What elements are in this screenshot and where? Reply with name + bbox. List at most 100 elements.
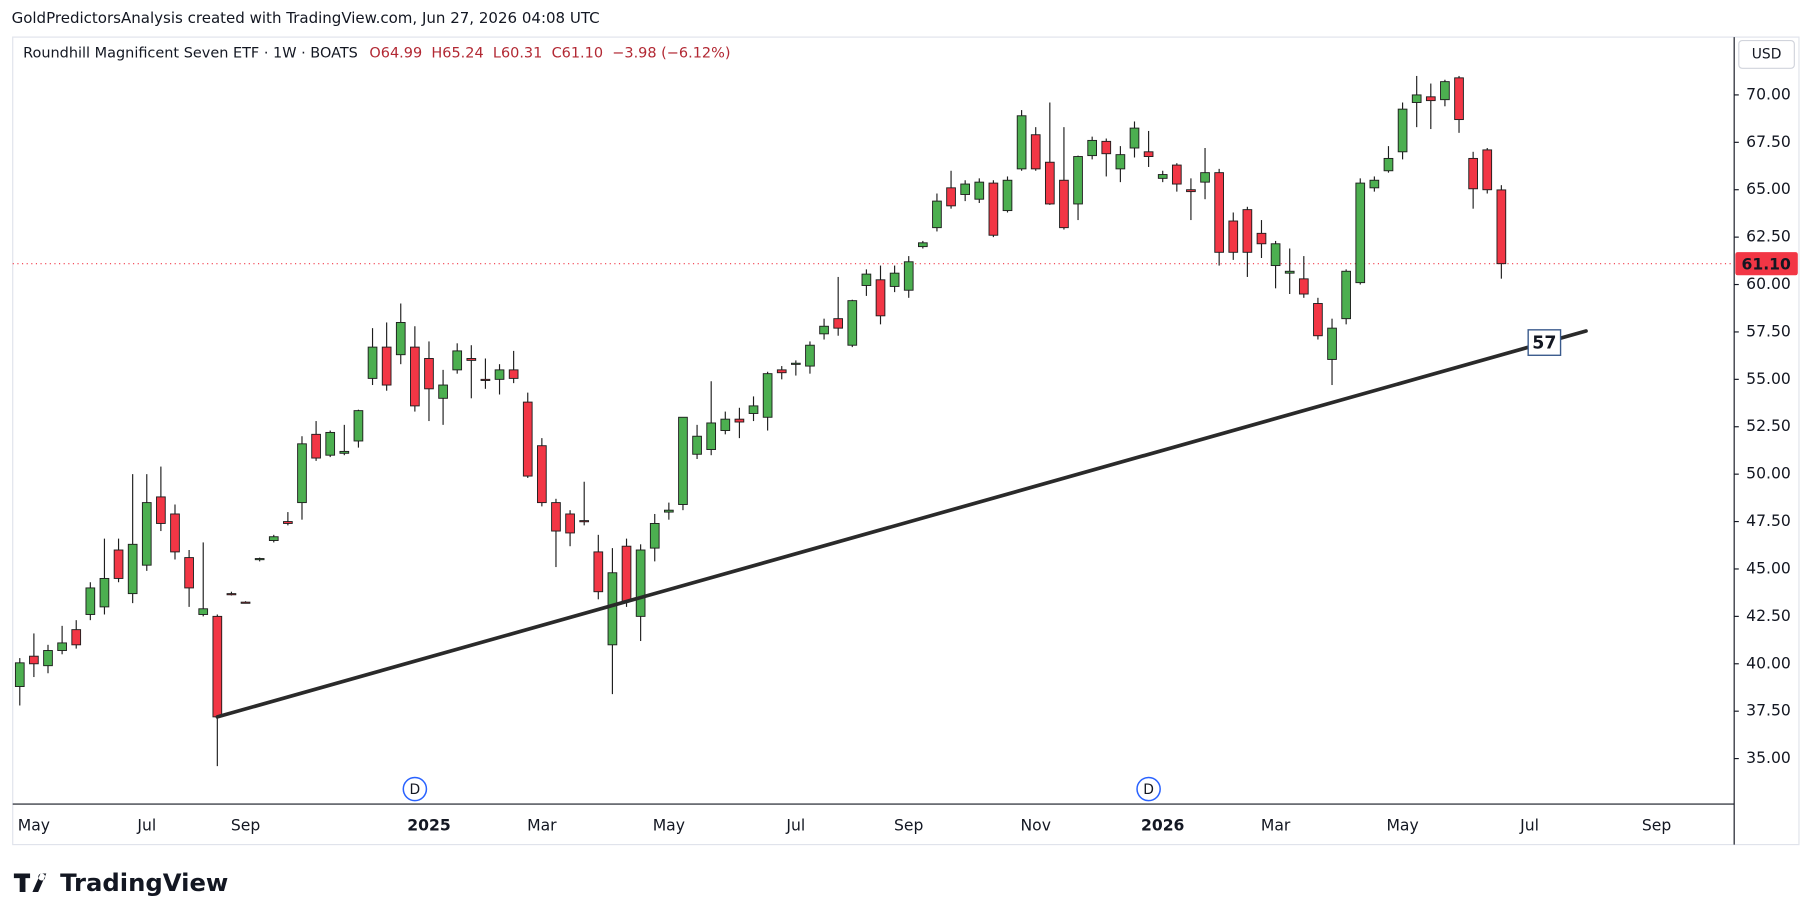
dividend-marker[interactable]	[1136, 776, 1161, 802]
y-tick-label: 45.00	[1746, 559, 1791, 577]
logo-text: TradingView	[60, 868, 228, 897]
candle-body	[283, 521, 293, 524]
last-price-tag	[1735, 252, 1798, 276]
candle-body	[917, 242, 928, 248]
candle-body	[43, 650, 53, 667]
candle-body	[85, 587, 96, 615]
candle-body	[508, 369, 519, 379]
candle-body	[381, 346, 392, 386]
y-tick-label: 42.50	[1746, 607, 1791, 625]
candle-body	[889, 272, 900, 287]
y-tick-label: 40.00	[1746, 654, 1791, 672]
candle-body	[1101, 140, 1112, 155]
candle-body	[1468, 157, 1478, 190]
candle-body	[706, 422, 717, 450]
candle-body	[156, 496, 166, 524]
candle-body	[29, 655, 39, 665]
candle-body	[903, 261, 914, 291]
candle-body	[311, 433, 321, 459]
y-tick-label: 67.50	[1746, 133, 1791, 151]
currency-box[interactable]	[1738, 39, 1795, 69]
candle-body	[14, 662, 25, 687]
x-tick-label: 2026	[1141, 817, 1185, 835]
candle-body	[593, 551, 604, 593]
candle-body	[649, 522, 660, 549]
candle-body	[1016, 115, 1027, 170]
last-price-label: 61.10	[1741, 255, 1791, 273]
candle-body	[1115, 154, 1126, 170]
candle-body	[565, 513, 575, 534]
candle-body	[1214, 172, 1224, 253]
candle-body	[1186, 189, 1196, 193]
candle-body	[861, 273, 872, 286]
candle-body	[988, 182, 999, 236]
candle-body	[1030, 134, 1041, 170]
candle-body	[537, 445, 547, 504]
candle-body	[875, 279, 886, 317]
x-tick-label: Nov	[1020, 817, 1050, 835]
low: L60.31	[493, 45, 542, 61]
x-tick-label: May	[653, 817, 685, 835]
candle-body	[170, 513, 180, 553]
chart-frame	[12, 36, 1800, 846]
watermark: GoldPredictorsAnalysis created with Trad…	[12, 9, 600, 27]
y-tick-label: 62.50	[1746, 228, 1791, 246]
candle-body	[367, 346, 378, 379]
candle-body	[1411, 94, 1422, 103]
candle-body	[1044, 161, 1055, 205]
candle-body	[184, 557, 194, 589]
candle-body	[635, 549, 646, 617]
candle-body	[1270, 243, 1281, 267]
candle-body	[1073, 156, 1083, 205]
candle-body	[1313, 303, 1323, 337]
candle-body	[1256, 232, 1267, 245]
candle-body	[254, 558, 265, 561]
y-tick-label: 65.00	[1746, 180, 1791, 198]
candle-body	[1397, 108, 1408, 153]
candle-body	[805, 344, 815, 367]
trendline	[215, 329, 1588, 719]
candle-body	[678, 416, 688, 505]
trendline-label-box	[1527, 329, 1562, 356]
x-tick-label: Sep	[231, 817, 261, 835]
candle-body	[1298, 278, 1309, 295]
candle-body	[551, 502, 561, 532]
dividend-marker[interactable]	[402, 776, 428, 802]
candle-body	[762, 373, 773, 418]
x-tick-label: Jul	[1519, 817, 1539, 835]
candle-body	[720, 418, 731, 432]
candle-body	[71, 629, 82, 646]
logo-icon	[13, 873, 47, 893]
y-tick-label: 60.00	[1746, 275, 1791, 293]
candle-body	[1242, 209, 1253, 253]
y-tick-label: 52.50	[1746, 417, 1791, 435]
candle-body	[974, 181, 985, 200]
candle-body	[1129, 127, 1140, 149]
logo: TradingView	[13, 868, 228, 897]
candle-body	[99, 577, 110, 608]
candle-body	[791, 362, 801, 365]
candle-body	[297, 443, 307, 504]
y-tick-label: 55.00	[1746, 370, 1791, 388]
x-tick-label: Jul	[136, 817, 156, 835]
header: Roundhill Magnificent Seven ETF · 1W · B…	[23, 45, 730, 61]
candle-body	[325, 431, 336, 456]
candle-body	[1002, 179, 1013, 212]
candle-body	[1327, 327, 1337, 360]
candle-body	[1383, 157, 1394, 172]
y-tick-label: 50.00	[1746, 465, 1791, 483]
candle-body	[932, 200, 942, 229]
candle-body	[607, 572, 618, 646]
open: O64.99	[369, 45, 422, 61]
candle-body	[1496, 189, 1507, 265]
candle-body	[480, 378, 491, 381]
x-tick-label: Jul	[785, 817, 805, 835]
change: −3.98 (−6.12%)	[612, 45, 730, 61]
candle-body	[522, 401, 533, 477]
y-tick-label: 35.00	[1746, 749, 1791, 767]
x-tick-label: Sep	[1642, 817, 1672, 835]
candle-body	[1087, 139, 1097, 157]
candle-body	[1355, 182, 1366, 284]
y-tick-label: 37.50	[1746, 702, 1791, 720]
